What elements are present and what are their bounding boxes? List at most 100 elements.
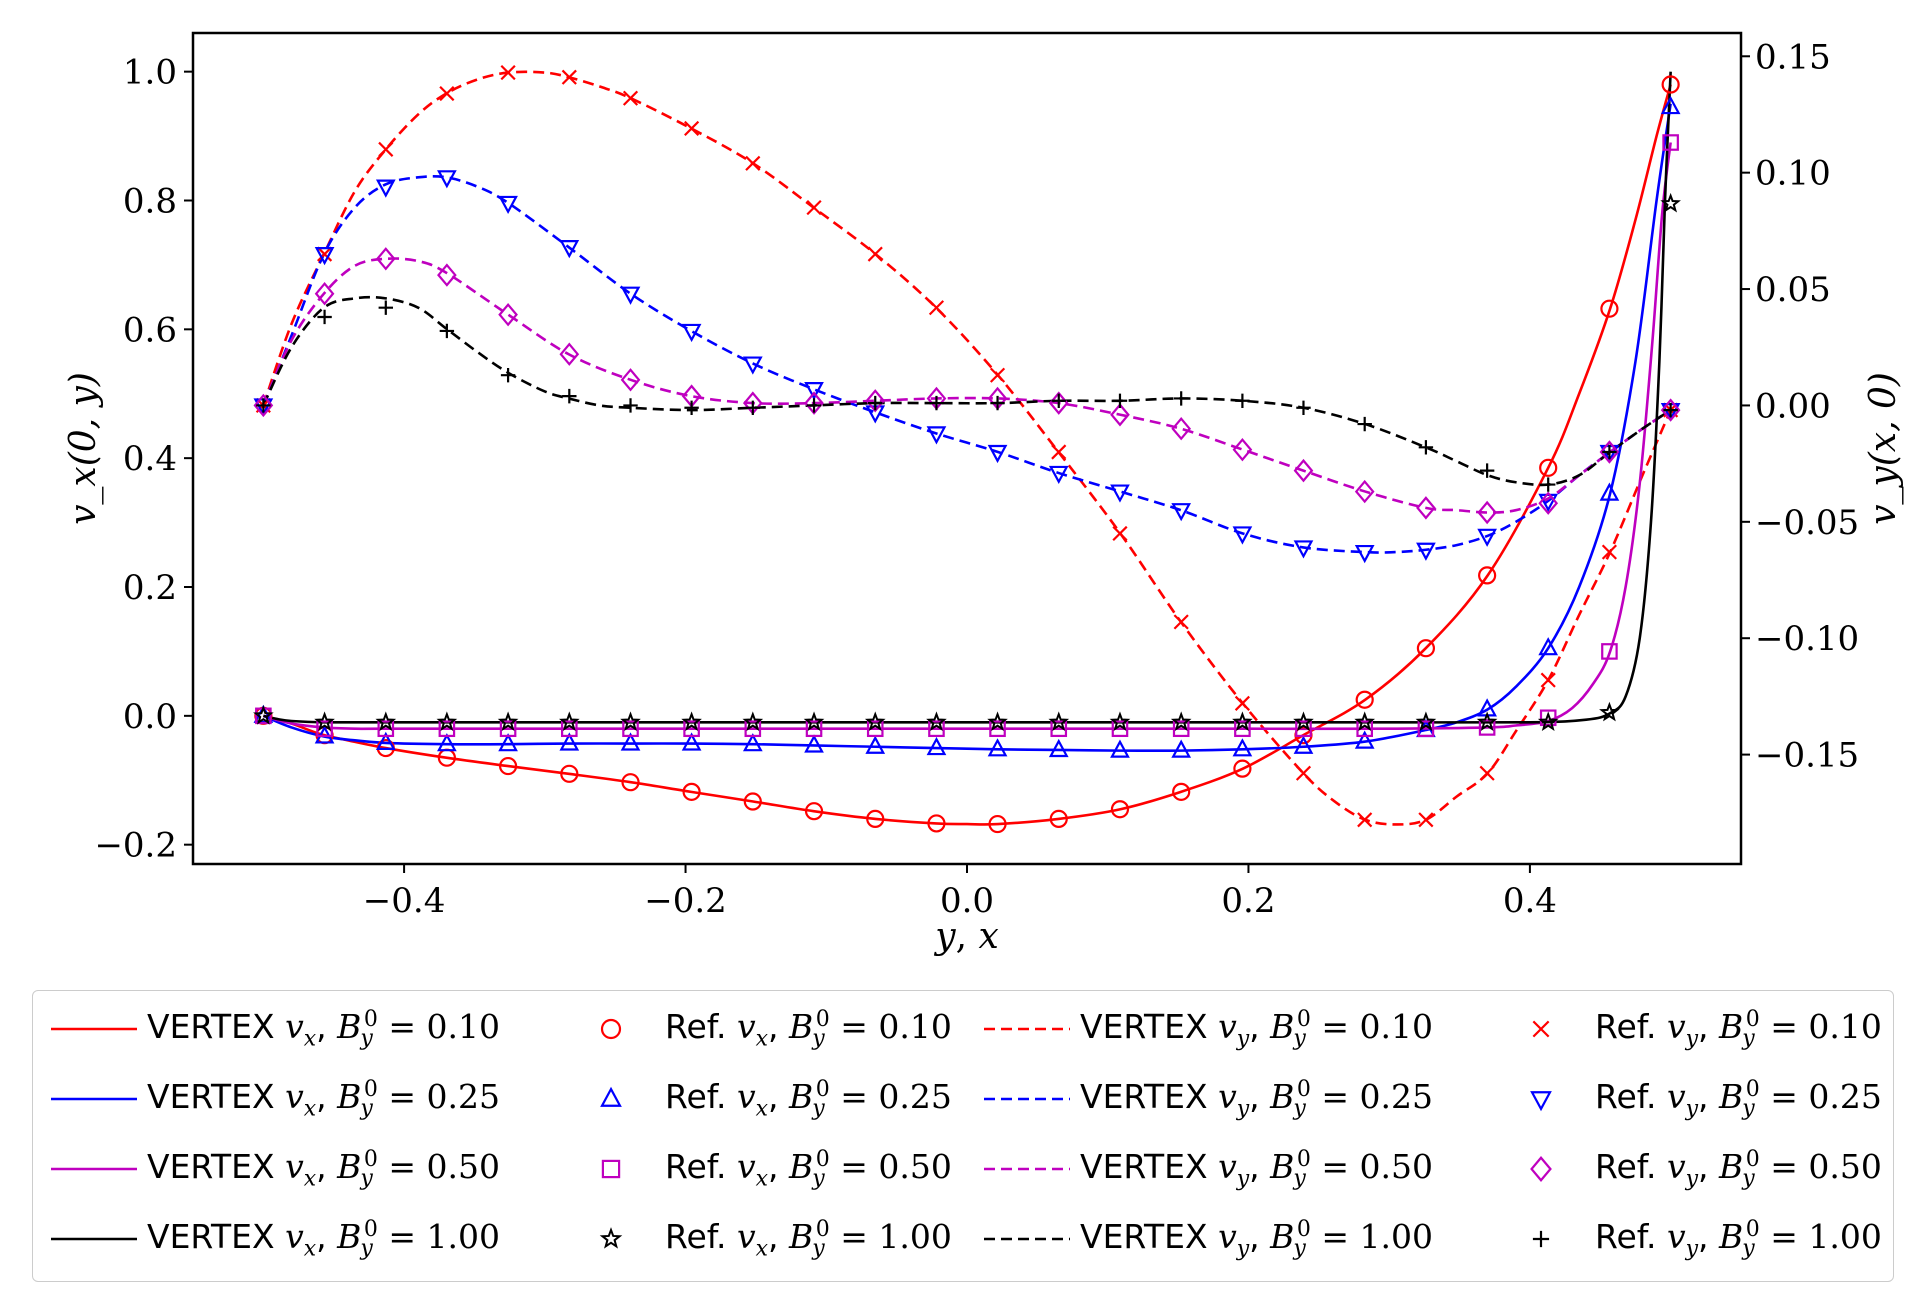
data-point bbox=[1356, 720, 1373, 738]
data-point bbox=[1417, 720, 1435, 738]
legend-marker bbox=[600, 1086, 622, 1107]
data-point bbox=[1172, 720, 1190, 738]
data-point bbox=[804, 734, 824, 753]
data-point bbox=[1415, 711, 1437, 732]
data-point bbox=[1171, 739, 1192, 758]
markers-layer bbox=[253, 64, 1681, 834]
series-markers-13 bbox=[253, 192, 1681, 732]
data-point bbox=[1661, 75, 1680, 94]
y-left-tick-label: 0.6 bbox=[123, 310, 177, 350]
data-point bbox=[1418, 440, 1434, 455]
data-point bbox=[1235, 393, 1250, 408]
legend-prefix: Ref. bbox=[665, 1146, 737, 1186]
data-point bbox=[1295, 720, 1312, 738]
legend-swatch bbox=[978, 1079, 1074, 1119]
data-point bbox=[253, 704, 274, 725]
legend-prefix: VERTEX bbox=[147, 1076, 286, 1116]
legend-item: VERTEX vy, By0 = 1.00 bbox=[978, 1209, 1433, 1269]
data-point bbox=[744, 720, 762, 738]
legend-swatch bbox=[563, 1079, 659, 1119]
series-markers-15 bbox=[256, 300, 1678, 492]
data-point bbox=[1599, 440, 1620, 464]
data-point bbox=[684, 120, 700, 137]
data-point bbox=[684, 400, 699, 415]
data-point bbox=[558, 711, 580, 732]
data-point bbox=[806, 200, 822, 216]
legend-item: VERTEX vx, By0 = 0.25 bbox=[45, 1069, 500, 1129]
x-tick-label: 0.4 bbox=[1503, 881, 1557, 921]
series-line-8 bbox=[263, 142, 1672, 731]
legend-swatch bbox=[45, 1149, 141, 1189]
data-point bbox=[1173, 391, 1189, 406]
data-point bbox=[620, 286, 641, 305]
data-point bbox=[1111, 720, 1129, 738]
data-point bbox=[1293, 735, 1314, 754]
data-point bbox=[1296, 400, 1311, 415]
y-right-tick-label: 0.00 bbox=[1755, 386, 1831, 426]
plot-frame bbox=[191, 31, 1743, 866]
data-point bbox=[1232, 738, 1253, 757]
data-point bbox=[1660, 95, 1681, 115]
data-point bbox=[1600, 299, 1619, 318]
data-point bbox=[622, 90, 639, 106]
legend-value: 0.50 bbox=[1808, 1146, 1882, 1186]
legend-prefix: Ref. bbox=[1595, 1076, 1667, 1116]
y-right-tick-label: −0.15 bbox=[1755, 736, 1859, 776]
y-axis-left-label: v_x(0, y) bbox=[63, 372, 104, 525]
data-point bbox=[377, 720, 395, 738]
data-point bbox=[1295, 765, 1312, 781]
data-point bbox=[378, 300, 393, 315]
legend-prefix: Ref. bbox=[1595, 1146, 1667, 1186]
data-point bbox=[1599, 482, 1620, 501]
legend-swatch bbox=[978, 1149, 1074, 1189]
data-point bbox=[866, 809, 885, 829]
data-point bbox=[988, 814, 1007, 834]
data-point bbox=[1112, 525, 1128, 542]
data-point bbox=[375, 179, 396, 198]
data-point bbox=[745, 155, 761, 171]
data-point bbox=[620, 368, 641, 392]
legend-marker bbox=[1532, 1230, 1550, 1248]
legend-label: VERTEX vx, By0 = 0.10 bbox=[147, 1006, 500, 1052]
legend-swatch bbox=[45, 1219, 141, 1259]
data-point bbox=[1048, 465, 1069, 485]
x-axis-label: y, x bbox=[933, 916, 999, 957]
legend-swatch bbox=[1493, 1009, 1589, 1049]
legend-swatch bbox=[45, 1009, 141, 1049]
legend-item: Ref. vx, By0 = 0.10 bbox=[563, 999, 952, 1059]
y-right-tick-label: 0.05 bbox=[1755, 270, 1831, 310]
data-point bbox=[437, 263, 457, 287]
data-point bbox=[620, 732, 641, 751]
series-line-14 bbox=[262, 295, 1672, 487]
data-point bbox=[803, 711, 825, 732]
data-point bbox=[559, 732, 580, 751]
x-axis: −0.4 −0.2 0.0 0.2 0.4 bbox=[363, 864, 1557, 921]
legend-item: VERTEX vx, By0 = 0.50 bbox=[45, 1139, 500, 1199]
legend-label: VERTEX vx, By0 = 0.25 bbox=[147, 1076, 500, 1122]
data-point bbox=[499, 720, 517, 738]
data-point bbox=[1110, 739, 1130, 758]
legend-prefix: Ref. bbox=[1595, 1216, 1667, 1256]
y-axis-right: −0.15 −0.10 −0.05 0.00 0.05 0.10 0.15 bbox=[1741, 37, 1859, 776]
data-point bbox=[926, 736, 947, 756]
data-point bbox=[1357, 812, 1373, 828]
data-point bbox=[928, 720, 945, 738]
data-point bbox=[683, 720, 700, 738]
data-point bbox=[378, 141, 394, 157]
legend-prefix: Ref. bbox=[665, 1006, 737, 1046]
data-point bbox=[865, 735, 886, 754]
y-right-tick-label: 0.10 bbox=[1755, 154, 1831, 194]
data-point bbox=[1601, 643, 1618, 660]
data-point bbox=[865, 389, 886, 413]
legend-prefix: VERTEX bbox=[147, 1006, 286, 1046]
data-point bbox=[806, 398, 822, 413]
series-line-4 bbox=[262, 103, 1672, 753]
data-point bbox=[1050, 720, 1068, 738]
data-point bbox=[742, 711, 764, 732]
legend-prefix: VERTEX bbox=[1080, 1006, 1219, 1046]
data-point bbox=[437, 170, 457, 189]
legend-swatch bbox=[978, 1219, 1074, 1259]
data-point bbox=[1537, 711, 1559, 732]
data-point bbox=[1048, 738, 1069, 758]
data-point bbox=[1477, 500, 1497, 525]
